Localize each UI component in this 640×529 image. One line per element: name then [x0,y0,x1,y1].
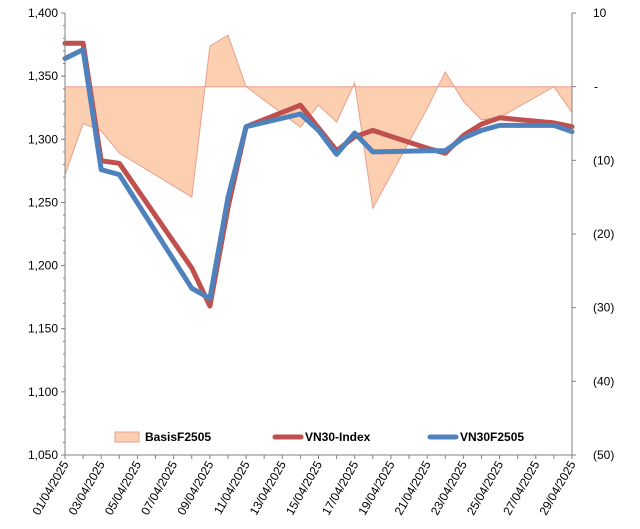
y-right-tick-label: (50) [593,448,614,462]
x-tick-label: 27/04/2025 [500,458,542,517]
y-right-tick-label: (40) [593,374,614,388]
vn30f2505-line [62,47,575,301]
x-tick-label: 29/04/2025 [536,458,578,517]
legend-label-vn30-index: VN30-Index [305,430,371,444]
legend-label-basisf2505: BasisF2505 [145,430,211,444]
x-tick-label: 03/04/2025 [66,458,108,517]
y-left-tick-label: 1,200 [28,259,58,273]
legend-label-vn30f2505: VN30F2505 [460,430,524,444]
y-left-tick-label: 1,400 [28,6,58,20]
x-tick-label: 21/04/2025 [392,458,434,517]
vn30-index-line [62,40,575,309]
y-left-tick-label: 1,050 [28,448,58,462]
x-tick-label: 05/04/2025 [102,458,144,517]
y-left-tick-label: 1,100 [28,385,58,399]
price-lines-layer [62,40,575,309]
x-tick-label: 07/04/2025 [138,458,180,517]
x-tick-label: 01/04/2025 [29,458,71,517]
x-tick-label: 25/04/2025 [464,458,506,517]
y-left-tick-label: 1,350 [28,69,58,83]
x-tick-label: 15/04/2025 [283,458,325,517]
x-tick-label: 23/04/2025 [428,458,470,517]
legend-swatch-basisf2505 [114,431,140,443]
x-tick-label: 17/04/2025 [319,458,361,517]
y-right-tick-label: (10) [593,153,614,167]
x-tick-label: 09/04/2025 [174,458,216,517]
y-right-tick-label: - [594,80,598,94]
x-tick-label: 13/04/2025 [247,458,289,517]
y-right-tick-label: (30) [593,301,614,315]
y-left-tick-label: 1,300 [28,132,58,146]
x-tick-label: 19/04/2025 [355,458,397,517]
basis-area [64,34,573,210]
y-right-tick-label: (20) [593,227,614,241]
legend: BasisF2505 VN30-Index VN30F2505 [114,430,524,444]
basis-area-layer [64,34,573,210]
y-left-tick-label: 1,150 [28,322,58,336]
y-left-tick-label: 1,250 [28,195,58,209]
x-tick-label: 11/04/2025 [211,458,253,517]
y-right-tick-label: 10 [593,6,607,20]
